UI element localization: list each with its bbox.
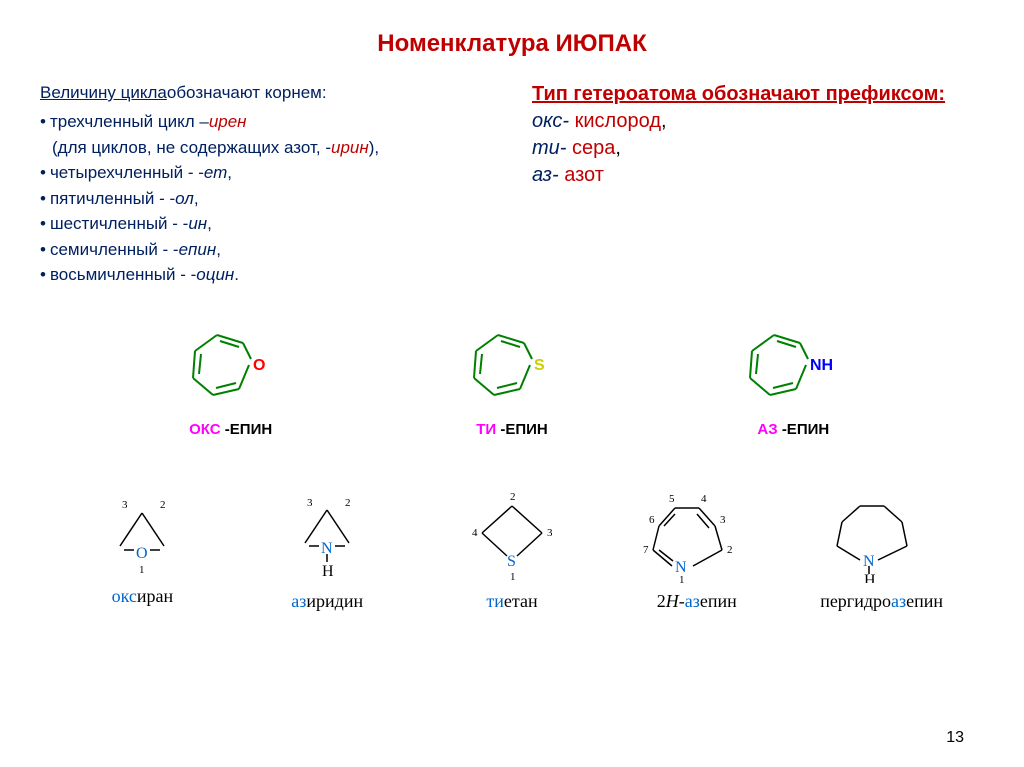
svg-text:S: S [534,357,545,374]
prefix-oxygen: окс- кислород, [532,110,984,133]
svg-text:3: 3 [122,499,128,511]
left-heading: Величину цикла обозначают корнем: [40,83,492,103]
svg-text:2: 2 [345,497,351,509]
aziridine-label: азиридин [235,591,420,612]
epines-row: O ОКС -ЕПИН S ТИ -ЕПИН [40,323,984,438]
oxepine: O ОКС -ЕПИН [90,323,371,438]
perhydroazepine: N H пергидроазепин [789,488,974,612]
svg-text:3: 3 [547,527,553,539]
svg-text:1: 1 [139,564,145,576]
svg-text:1: 1 [510,571,516,583]
oxirane-label: оксиран [50,586,235,607]
svg-text:H: H [322,563,334,580]
azepine-label: АЗ -ЕПИН [653,421,934,438]
rule-7: семичленный - -епин, [40,237,492,263]
azepine-structure: NH [738,323,848,413]
thiepine-structure: S [462,323,562,413]
svg-text:4: 4 [701,493,707,505]
rule-5: пятичленный - -ол, [40,186,492,212]
thiepine-label: ТИ -ЕПИН [371,421,652,438]
svg-text:2: 2 [727,544,733,556]
oxirane: O 3 2 1 оксиран [50,488,235,612]
aziridine: N H 3 2 азиридин [235,488,420,612]
perhydroazepine-label: пергидроазепин [789,591,974,612]
rule-6: шестичленный - -ин, [40,211,492,237]
rule-4: четырехчленный - -ет, [40,160,492,186]
content-columns: Величину цикла обозначают корнем: трехчл… [40,83,984,288]
heteroatom-prefixes: Тип гетероатома обозначают префиксом: ок… [532,83,984,288]
svg-text:1: 1 [679,574,685,583]
rule-3-note: (для циклов, не содержащих азот, -ирин), [52,135,492,161]
azepine: NH АЗ -ЕПИН [653,323,934,438]
svg-text:3: 3 [307,497,313,509]
svg-text:6: 6 [649,514,655,526]
oxepine-structure: O [181,323,281,413]
2h-azepine-label: 2H-азепин [604,591,789,612]
svg-text:7: 7 [643,544,649,556]
svg-text:NH: NH [810,357,833,374]
thietane: S 2 3 4 1 тиетан [420,488,605,612]
page-number: 13 [946,729,964,747]
ring-size-rules: Величину цикла обозначают корнем: трехчл… [40,83,492,288]
thiepine: S ТИ -ЕПИН [371,323,652,438]
prefix-sulfur: ти- сера, [532,137,984,160]
svg-text:H: H [864,572,876,583]
right-heading: Тип гетероатома обозначают префиксом: [532,83,984,106]
2h-azepine: N 2 3 4 5 6 7 1 2H-азепин [604,488,789,612]
rules-list: трехчленный цикл –ирен (для циклов, не с… [40,109,492,288]
small-molecules-row: O 3 2 1 оксиран N H 3 2 азиридин [40,488,984,612]
svg-text:2: 2 [160,499,166,511]
svg-text:3: 3 [720,514,726,526]
rule-8: восьмичленный - -оцин. [40,262,492,288]
svg-text:2: 2 [510,491,516,503]
svg-text:5: 5 [669,493,675,505]
svg-text:O: O [253,357,265,374]
oxepine-label: ОКС -ЕПИН [90,421,371,438]
svg-text:O: O [136,545,148,562]
svg-text:S: S [507,553,516,570]
page-title: Номенклатура ИЮПАК [40,30,984,58]
prefix-nitrogen: аз- азот [532,164,984,187]
svg-text:N: N [321,540,333,557]
svg-text:4: 4 [472,527,478,539]
svg-text:N: N [863,553,875,570]
thietane-label: тиетан [420,591,605,612]
rule-3: трехчленный цикл –ирен [40,109,492,135]
